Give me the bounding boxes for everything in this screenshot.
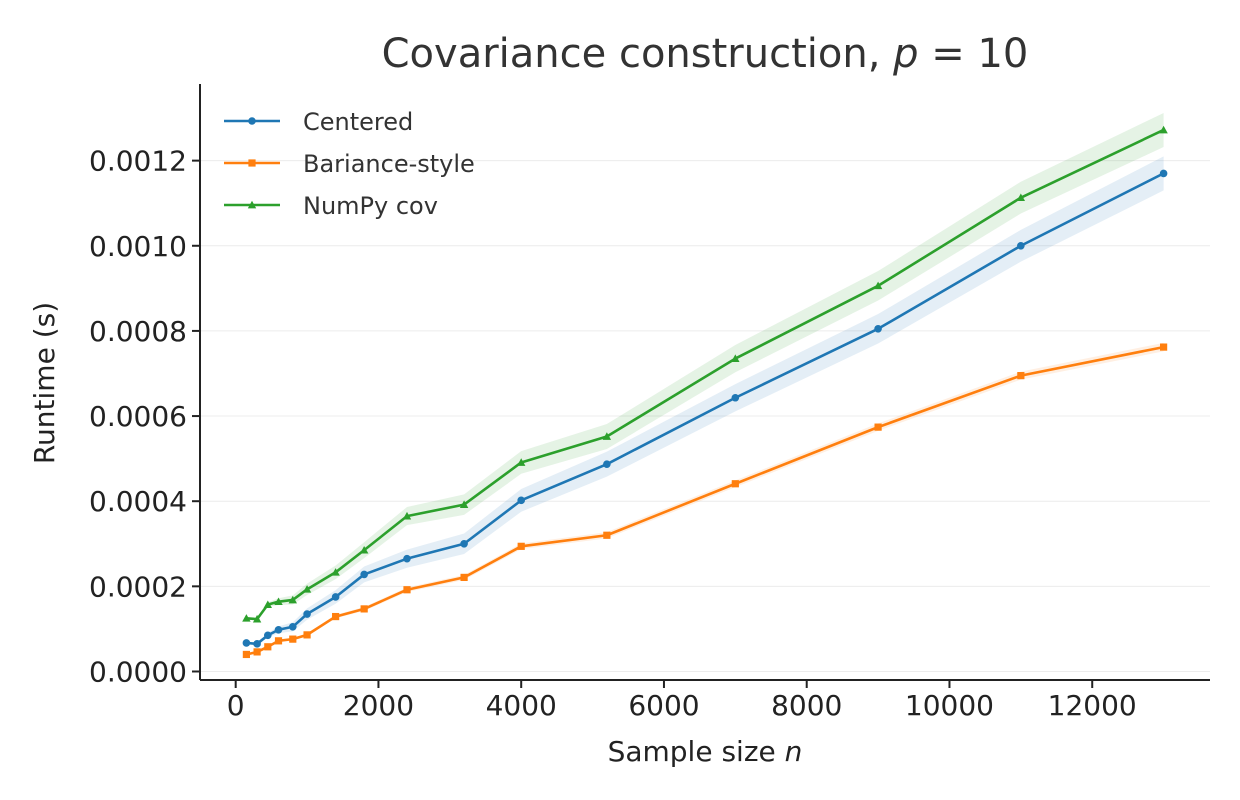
- data-point-bariance-style: [603, 531, 611, 539]
- legend-label-centered: Centered: [303, 108, 413, 136]
- data-point-centered: [460, 539, 468, 548]
- data-point-centered: [242, 639, 251, 647]
- series-line-centered: [246, 172, 1165, 646]
- data-point-centered: [331, 593, 340, 601]
- x-axis-label-math: n: [785, 735, 803, 768]
- data-point-numpy-cov: [1159, 125, 1168, 134]
- data-point-bariance-style: [303, 631, 311, 639]
- data-point-centered: [253, 640, 261, 648]
- band-numpy-cov: [246, 112, 1164, 621]
- data-point-numpy-cov: [1016, 193, 1026, 202]
- data-point-bariance-style: [731, 480, 739, 488]
- data-point-centered: [874, 324, 882, 333]
- data-point-numpy-cov: [517, 458, 526, 466]
- confidence-bands: [246, 112, 1164, 655]
- data-point-bariance-style: [460, 573, 468, 582]
- data-point-numpy-cov: [252, 614, 262, 623]
- y-axis-ticks: 0.0000 0.0002 0.0004 0.0006 0.0008 0.0010 0.00…: [89, 145, 200, 688]
- chart-title-math-rest: = 10: [919, 31, 1029, 77]
- data-point-numpy-cov: [274, 597, 283, 606]
- legend: Centered Bariance-style NumPy cov: [224, 108, 475, 220]
- data-point-numpy-cov: [331, 568, 340, 576]
- data-point-centered: [274, 625, 283, 634]
- data-point-bariance-style: [274, 637, 283, 645]
- data-point-bariance-style: [360, 605, 368, 613]
- data-point-numpy-cov: [288, 595, 297, 604]
- data-point-bariance-style: [517, 542, 525, 550]
- y-axis-label: Runtime (s): [28, 302, 61, 464]
- legend-marker-bariance-style: [248, 159, 256, 167]
- data-point-numpy-cov: [359, 545, 369, 554]
- series-markers: [242, 125, 1168, 659]
- y-tick-label: 0.0000: [89, 655, 187, 688]
- data-point-bariance-style: [264, 643, 272, 651]
- legend-marker-centered: [248, 117, 256, 125]
- y-tick-label: 0.0002: [89, 570, 187, 603]
- data-point-numpy-cov: [402, 511, 412, 520]
- grid: [200, 160, 1210, 672]
- series-lines: [246, 128, 1165, 656]
- data-point-numpy-cov: [459, 500, 469, 508]
- chart-title: Covariance construction, p = 10: [382, 31, 1029, 77]
- series-line-bariance-style: [246, 345, 1164, 656]
- legend-label-numpy-cov: NumPy cov: [303, 192, 438, 220]
- data-point-bariance-style: [1160, 343, 1168, 351]
- data-point-centered: [517, 496, 526, 505]
- x-tick-label: 6000: [628, 689, 699, 722]
- series-line-numpy-cov: [246, 128, 1165, 621]
- legend-item-centered: Centered: [224, 108, 413, 136]
- data-point-centered: [1159, 169, 1168, 178]
- y-tick-label: 0.0012: [89, 145, 187, 178]
- x-tick-label: 12000: [1048, 689, 1137, 722]
- band-centered: [246, 156, 1164, 645]
- data-point-centered: [288, 622, 297, 631]
- y-tick-label: 0.0010: [89, 230, 187, 263]
- legend-item-numpy-cov: NumPy cov: [224, 192, 438, 220]
- data-point-bariance-style: [874, 423, 882, 431]
- legend-item-bariance-style: Bariance-style: [224, 150, 475, 178]
- x-axis-ticks: 0 2000 4000 6000 8000 10000 12000: [227, 680, 1137, 722]
- data-point-numpy-cov: [873, 281, 883, 290]
- y-tick-label: 0.0008: [89, 315, 187, 348]
- x-tick-label: 2000: [343, 689, 414, 722]
- legend-marker-numpy-cov: [247, 200, 257, 209]
- y-tick-label: 0.0004: [89, 485, 187, 518]
- data-point-centered: [360, 570, 368, 579]
- chart-title-math: p: [892, 31, 918, 77]
- data-point-bariance-style: [253, 648, 261, 656]
- x-tick-label: 8000: [771, 689, 842, 722]
- band-bariance-style: [246, 342, 1164, 655]
- data-point-numpy-cov: [302, 585, 312, 593]
- data-point-numpy-cov: [731, 354, 740, 362]
- data-point-numpy-cov: [263, 600, 273, 609]
- data-point-bariance-style: [242, 650, 250, 659]
- data-point-bariance-style: [332, 612, 340, 621]
- data-point-numpy-cov: [242, 614, 251, 622]
- data-point-bariance-style: [289, 635, 297, 643]
- x-axis-label: Sample size n: [608, 735, 803, 768]
- x-tick-label: 4000: [486, 689, 557, 722]
- data-point-centered: [603, 460, 611, 468]
- data-point-centered: [403, 554, 411, 563]
- x-tick-label: 10000: [905, 689, 994, 722]
- x-tick-label: 0: [227, 689, 245, 722]
- data-point-bariance-style: [403, 586, 411, 594]
- data-point-numpy-cov: [602, 432, 612, 440]
- data-point-centered: [303, 610, 311, 618]
- data-point-centered: [264, 631, 272, 640]
- legend-label-bariance-style: Bariance-style: [303, 150, 475, 178]
- data-point-bariance-style: [1017, 372, 1025, 380]
- data-point-centered: [731, 393, 740, 402]
- y-tick-label: 0.0006: [89, 400, 187, 433]
- data-point-centered: [1017, 241, 1025, 250]
